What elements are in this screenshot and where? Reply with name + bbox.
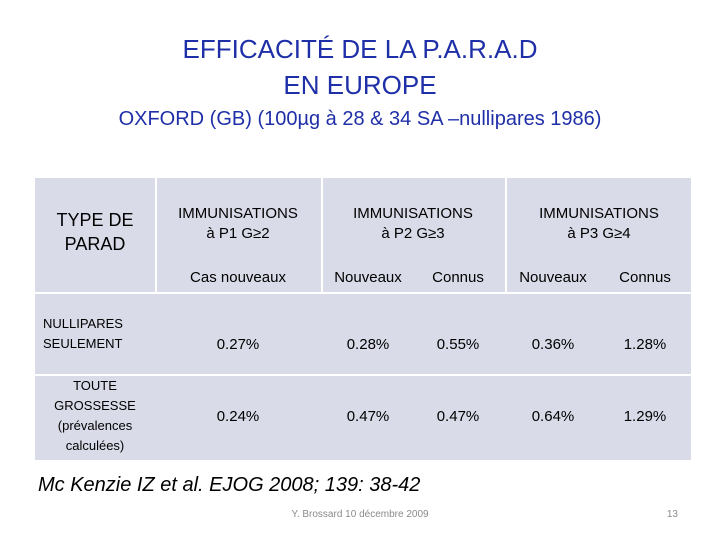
col-header-p2-line1: IMMUNISATIONS: [353, 205, 473, 222]
table-cell: 0.27%: [216, 336, 260, 353]
citation: Mc Kenzie IZ et al. EJOG 2008; 139: 38-4…: [38, 474, 421, 496]
row-label-line: SEULEMENT: [43, 336, 123, 351]
col-header-p3: IMMUNISATIONS à P3 G≥4: [507, 204, 691, 244]
column-divider: [155, 178, 157, 292]
col-header-p2: IMMUNISATIONS à P2 G≥3: [323, 204, 503, 244]
row-label-line: GROSSESSE: [54, 398, 136, 413]
subheader-nouveaux-p3: Nouveaux: [519, 269, 587, 286]
subtitle: OXFORD (GB) (100µg à 28 & 34 SA –nullipa…: [118, 108, 602, 130]
row-band-1: [35, 294, 691, 374]
column-divider: [505, 178, 507, 292]
table-cell: 0.55%: [436, 336, 480, 353]
col-header-p1-line1: IMMUNISATIONS: [178, 205, 298, 222]
row-label-line: calculées): [65, 438, 125, 453]
footer-author-date: Y. Brossard 10 décembre 2009: [291, 509, 429, 520]
type-header: TYPE DE PARAD: [56, 210, 134, 254]
results-table: TYPE DE PARAD IMMUNISATIONS à P1 G≥2 IMM…: [35, 178, 691, 460]
table-cell: 0.47%: [436, 408, 480, 425]
col-header-p1-line2: à P1 G≥2: [206, 225, 270, 242]
table-cell: 0.28%: [346, 336, 390, 353]
row-label-nullipares: NULLIPARES SEULEMENT: [35, 314, 147, 354]
table-cell: 0.47%: [346, 408, 390, 425]
col-header-p3-line2: à P3 G≥4: [567, 225, 631, 242]
col-header-p2-line2: à P2 G≥3: [381, 225, 445, 242]
page-number: 13: [666, 509, 678, 520]
table-cell: 0.64%: [531, 408, 575, 425]
header-band: [35, 178, 691, 292]
title-line-1: EFFICACITÉ DE LA P.A.R.A.D: [182, 34, 538, 64]
subheader-nouveaux-p2: Nouveaux: [334, 269, 402, 286]
column-divider: [321, 178, 323, 292]
table-cell: 0.24%: [216, 408, 260, 425]
subheader-connus-p2: Connus: [432, 269, 484, 286]
table-cell: 1.28%: [623, 336, 667, 353]
table-cell: 1.29%: [623, 408, 667, 425]
col-header-p1: IMMUNISATIONS à P1 G≥2: [157, 204, 319, 244]
subheader-cas-nouveaux: Cas nouveaux: [190, 269, 286, 286]
col-header-p3-line1: IMMUNISATIONS: [539, 205, 659, 222]
row-label-toute-grossesse: TOUTE GROSSESSE (prévalences calculées): [35, 376, 155, 456]
row-label-line: (prévalences: [57, 418, 133, 433]
title-line-2: EN EUROPE: [283, 70, 437, 100]
row-label-line: TOUTE: [73, 378, 117, 393]
row-band-2: [35, 376, 691, 460]
row-divider: [35, 374, 691, 376]
subheader-connus-p3: Connus: [619, 269, 671, 286]
row-divider: [35, 292, 691, 294]
table-cell: 0.36%: [531, 336, 575, 353]
row-label-line: NULLIPARES: [43, 316, 123, 331]
